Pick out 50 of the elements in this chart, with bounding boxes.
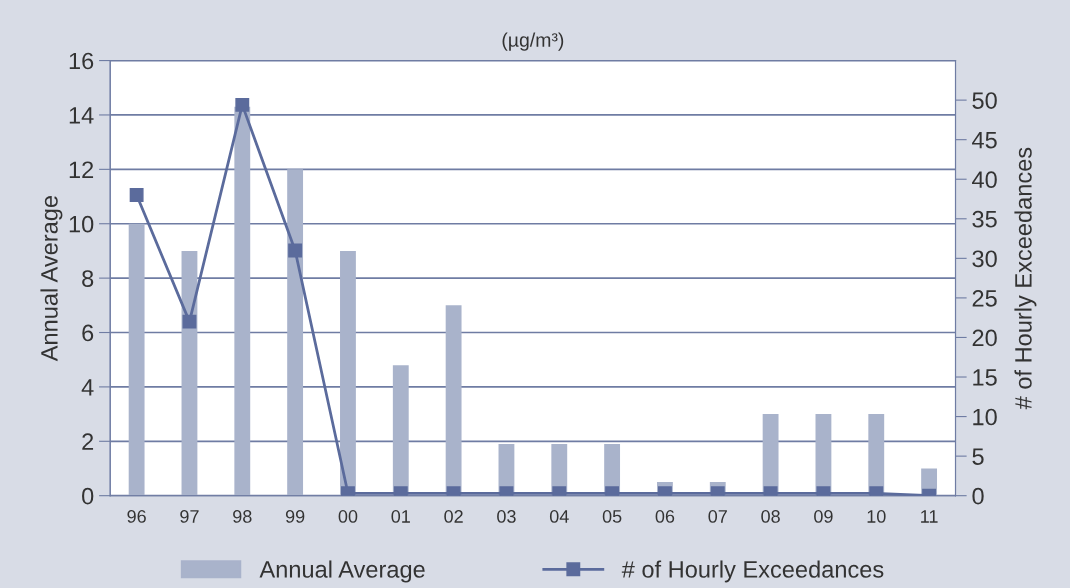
x-tick-label: 03	[497, 510, 516, 523]
x-tick-label: 96	[127, 510, 146, 523]
y2-tick-label: 30	[972, 250, 997, 268]
y2-tick-label: 0	[972, 487, 984, 505]
bar	[287, 169, 304, 496]
x-tick-label: 00	[338, 510, 358, 523]
y-tick-label: 0	[82, 487, 94, 505]
x-tick-label: 99	[285, 510, 305, 523]
legend-label: Annual Average	[259, 560, 425, 583]
point	[288, 243, 303, 258]
x-tick-label: 97	[180, 510, 199, 523]
y2-tick-label: 45	[972, 131, 997, 149]
y-tick-label: 10	[69, 215, 94, 233]
point	[182, 314, 197, 329]
y-tick-label: 8	[82, 270, 94, 287]
x-tick-label: 06	[655, 510, 675, 523]
y2-tick-label: 40	[972, 171, 997, 189]
x-tick-label: 98	[233, 510, 252, 523]
y-axis-title: Annual Average	[40, 196, 63, 362]
bar	[234, 106, 251, 496]
y-tick-label: 12	[69, 161, 94, 178]
legend-label: # of Hourly Exceedances	[621, 560, 884, 583]
x-tick-label: 05	[602, 510, 622, 523]
point	[129, 188, 144, 203]
bar	[128, 223, 145, 496]
point	[235, 97, 250, 112]
x-tick-label: 01	[391, 510, 410, 523]
x-tick-label: 10	[867, 510, 886, 523]
x-tick-label: 04	[549, 510, 569, 523]
x-tick-label: 07	[708, 510, 727, 523]
bar	[181, 250, 198, 496]
y2-tick-label: 10	[973, 408, 997, 426]
x-tick-label: 02	[444, 510, 463, 523]
y2-tick-label: 50	[972, 92, 997, 109]
y2-axis-title: # of Hourly Exceedances	[1014, 147, 1037, 410]
y2-tick-label: 25	[972, 289, 997, 307]
y2-tick-label: 20	[972, 329, 997, 347]
y-tick-label: 6	[82, 324, 94, 342]
y-tick-label: 14	[69, 107, 94, 124]
x-tick-label: 09	[814, 510, 833, 523]
y2-tick-label: 15	[973, 369, 997, 386]
x-tick-label: 08	[761, 510, 780, 523]
chart-title: (µg/m³)	[502, 32, 564, 51]
y-tick-label: 16	[69, 52, 94, 70]
y2-tick-label: 5	[972, 448, 984, 465]
x-tick-label: 11	[921, 510, 938, 523]
y-tick-label: 4	[81, 379, 94, 396]
y-tick-label: 2	[82, 433, 94, 450]
y2-tick-label: 35	[972, 210, 997, 228]
bar	[340, 250, 356, 496]
